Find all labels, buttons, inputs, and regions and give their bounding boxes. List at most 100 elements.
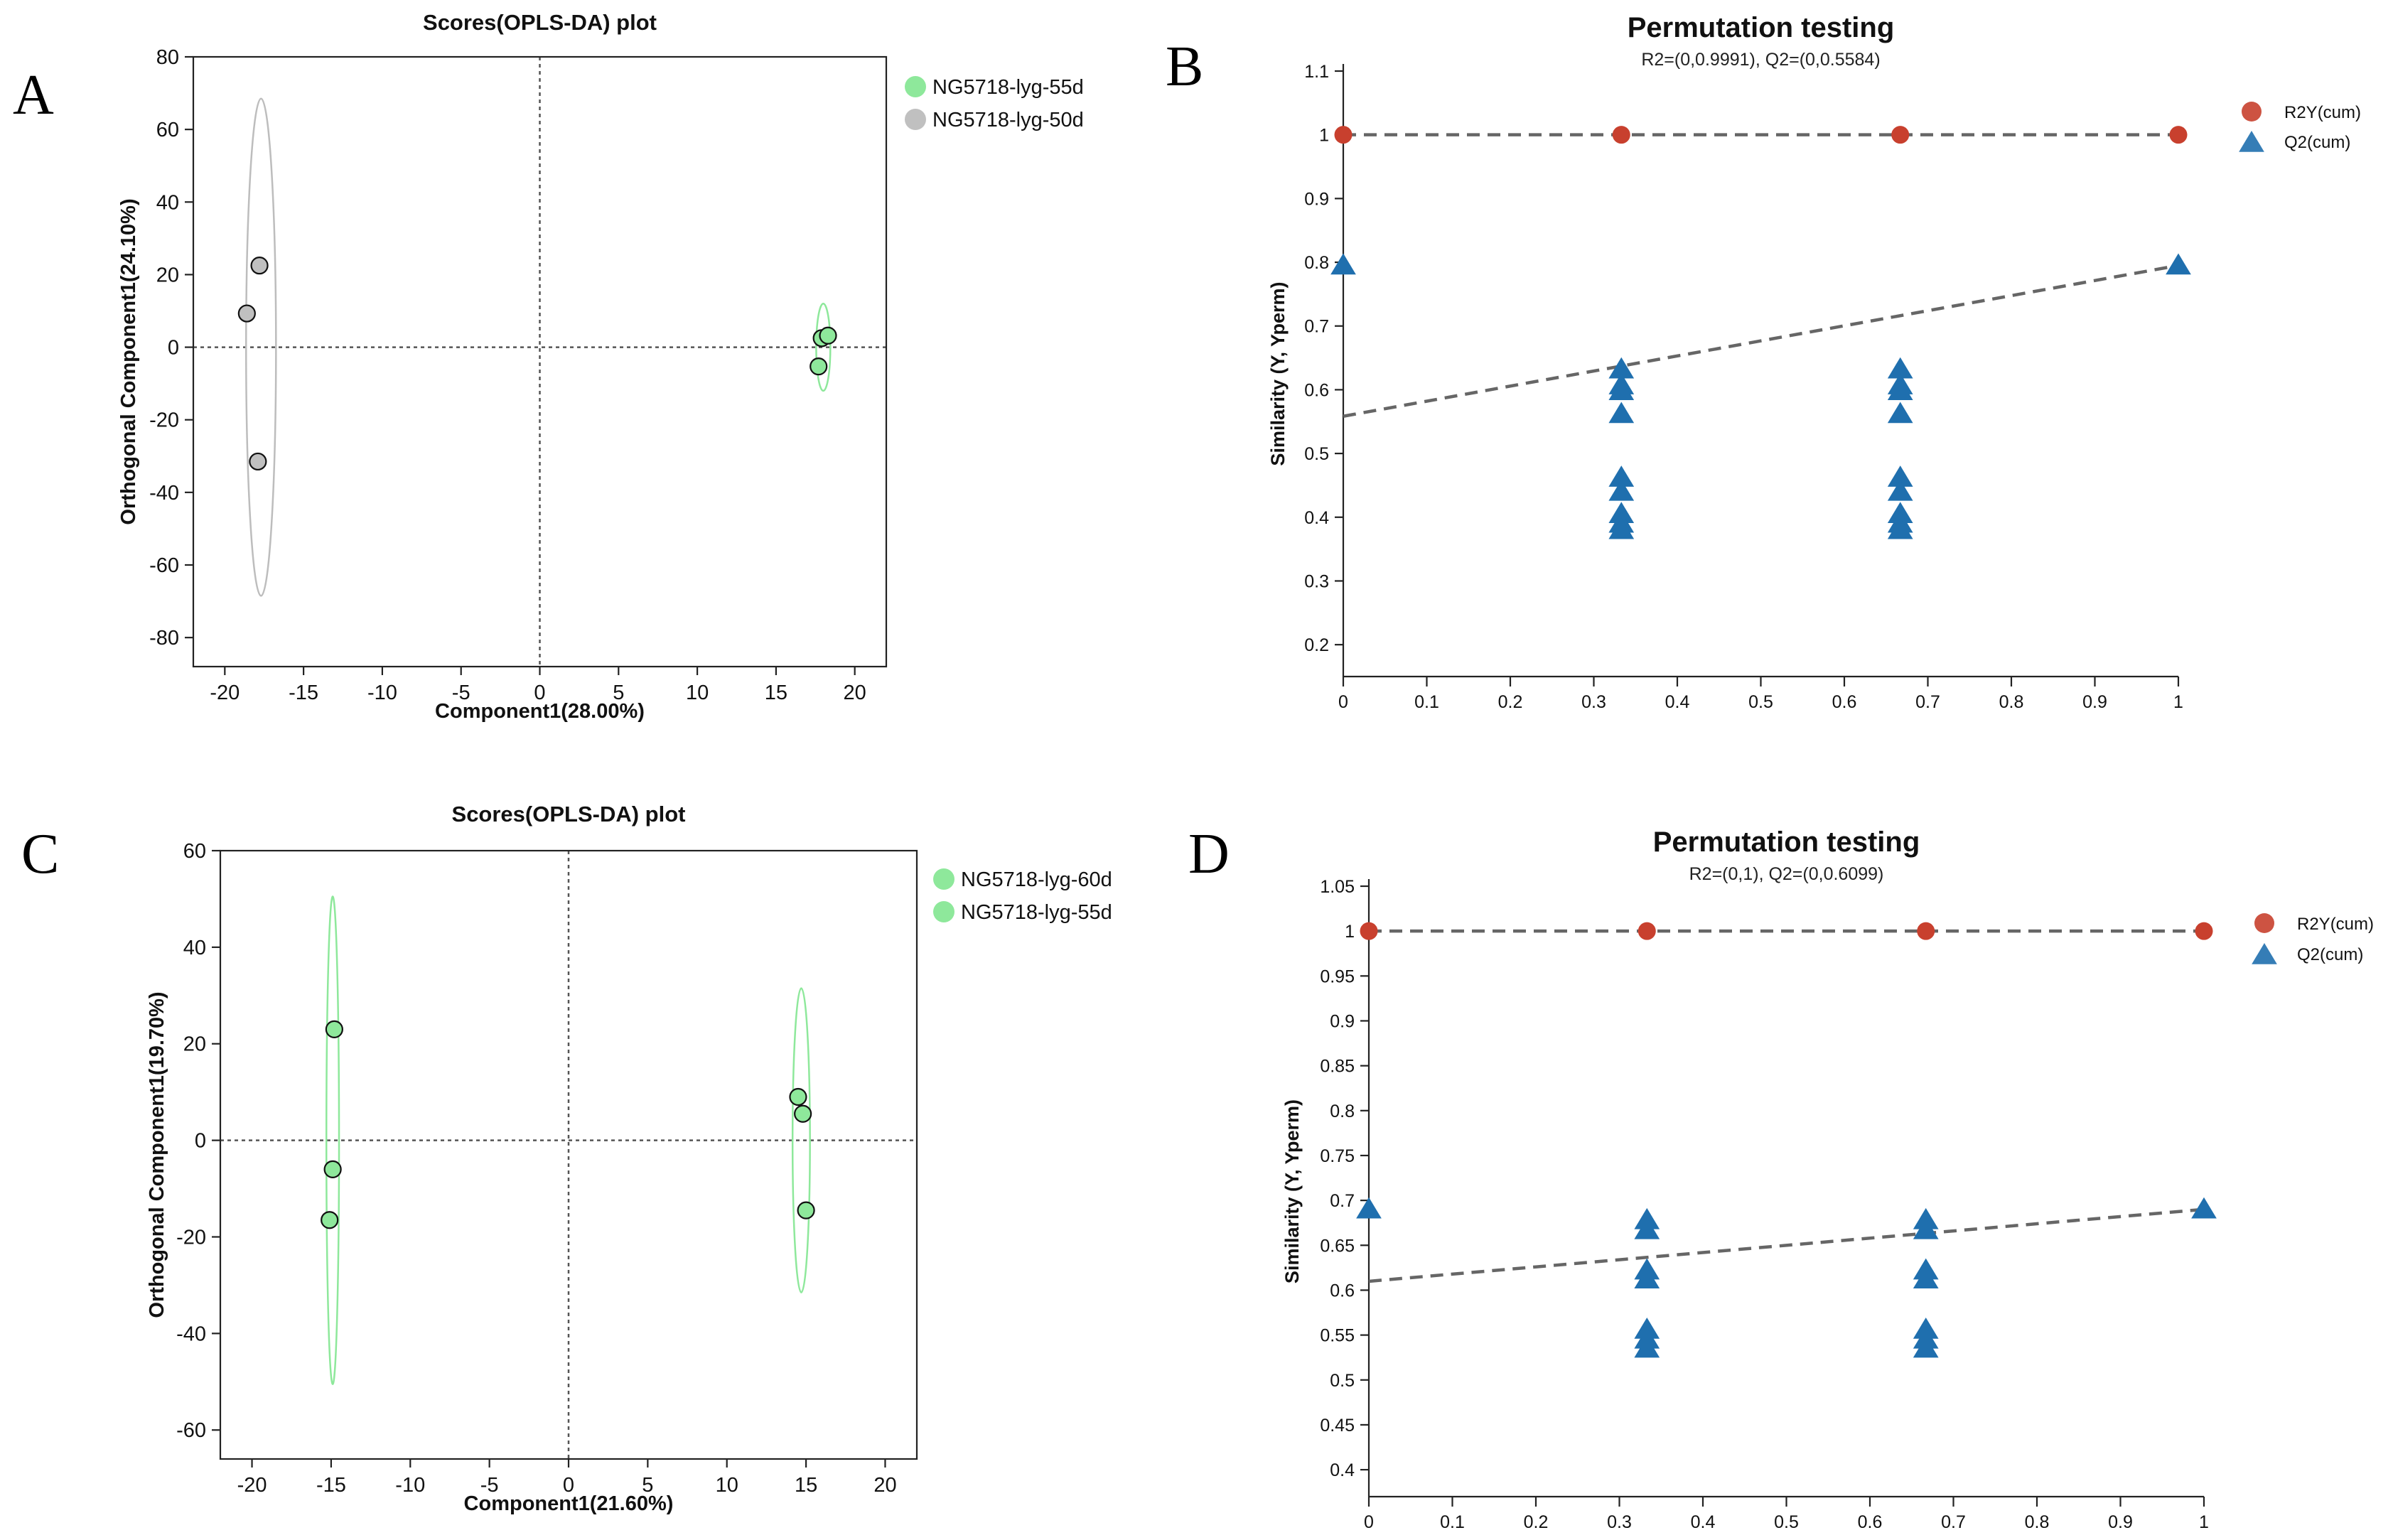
y-tick-label: 0.9 — [1304, 189, 1329, 209]
r2y-point — [1360, 922, 1378, 940]
y-tick-label: 0.2 — [1304, 635, 1329, 655]
legend-marker — [905, 76, 926, 97]
legend-marker — [933, 901, 954, 922]
data-point — [250, 257, 269, 275]
data-point — [323, 1160, 342, 1178]
y-tick-label: -20 — [149, 409, 179, 432]
x-tick-label: 0.9 — [2108, 1512, 2133, 1532]
y-tick-label: 20 — [183, 1033, 206, 1056]
q2-point — [1608, 402, 1635, 424]
y-tick-label: 0.9 — [1330, 1011, 1355, 1031]
x-tick-label: 10 — [686, 682, 709, 704]
x-tick-label: 5 — [642, 1474, 653, 1497]
chart-panel-c: Scores(OPLS-DA) plot -20 -15 -10 -5 0 5 10 15 20 -… — [146, 802, 1112, 1515]
x-tick-label: 15 — [765, 682, 787, 704]
x-tick-label: -20 — [237, 1474, 267, 1497]
q2-point — [1887, 357, 1913, 379]
chart-panel-b: Permutation testing R2=(0,0.9991), Q2=(0,… — [1267, 12, 2361, 712]
q2-point — [1608, 517, 1635, 539]
q2-point — [2191, 1197, 2217, 1219]
x-tick-label: 0 — [1364, 1512, 1374, 1532]
q2-point — [1634, 1336, 1660, 1358]
y-tick-label: 0.95 — [1320, 966, 1355, 986]
y-tick-label: 0.55 — [1320, 1326, 1355, 1346]
legend-label: NG5718-lyg-50d — [932, 109, 1084, 131]
y-tick-label: 0.45 — [1320, 1416, 1355, 1436]
data-point — [810, 357, 828, 376]
x-tick-label: -20 — [210, 682, 240, 704]
panel-letter-c: C — [21, 823, 59, 885]
q2-point — [1608, 479, 1635, 501]
y-tick-label: 1.05 — [1320, 877, 1355, 897]
y-tick-label: -40 — [176, 1323, 206, 1345]
data-point — [249, 452, 267, 471]
y-tick-label: -20 — [176, 1226, 206, 1249]
y-tick-label: 0 — [195, 1130, 206, 1153]
x-tick-label: -10 — [395, 1474, 425, 1497]
x-tick-label: 0.7 — [1941, 1512, 1966, 1532]
x-tick-label: 0.4 — [1665, 692, 1690, 712]
q2-point — [1634, 1217, 1660, 1239]
q2-point — [1330, 253, 1356, 275]
y-tick-label: 0.7 — [1330, 1191, 1355, 1211]
y-tick-label: 1 — [1345, 922, 1355, 942]
x-axis-label: Component1(28.00%) — [435, 700, 645, 723]
q2-point — [1887, 465, 1913, 487]
data-point — [789, 1087, 807, 1106]
chart-title: Permutation testing — [1628, 12, 1895, 43]
legend-label: R2Y(cum) — [2284, 103, 2361, 122]
y-tick-label: 0.6 — [1304, 380, 1329, 400]
y-tick-label: 0.65 — [1320, 1236, 1355, 1256]
data-point — [794, 1104, 812, 1123]
y-tick-label: 0 — [168, 337, 179, 360]
x-tick-label: 15 — [795, 1474, 817, 1497]
y-tick-label: 0.8 — [1304, 253, 1329, 273]
x-tick-label: 20 — [844, 682, 866, 704]
legend-marker — [933, 868, 954, 890]
y-tick-label: -60 — [176, 1419, 206, 1442]
chart-title: Permutation testing — [1653, 826, 1920, 858]
legend-label: NG5718-lyg-60d — [961, 868, 1112, 891]
data-point — [237, 304, 256, 323]
x-tick-label: 5 — [613, 682, 624, 704]
confidence-ellipse — [325, 895, 340, 1385]
plot-frame — [219, 849, 918, 1460]
q2-point — [1634, 1267, 1660, 1289]
x-tick-label: -10 — [367, 682, 397, 704]
x-tick-label: 0.1 — [1414, 692, 1439, 712]
y-axis-label: Similarity (Y, Yperm) — [1267, 281, 1289, 465]
q2-point — [1887, 479, 1913, 501]
y-tick-label: 0.8 — [1330, 1102, 1355, 1121]
y-tick-label: 0.5 — [1304, 444, 1329, 464]
data-point — [797, 1201, 815, 1219]
y-tick-label: 0.85 — [1320, 1057, 1355, 1077]
legend-label: NG5718-lyg-55d — [932, 76, 1084, 99]
x-tick-label: 0.3 — [1581, 692, 1606, 712]
q2-point — [1608, 465, 1635, 487]
y-tick-label: -40 — [149, 482, 179, 505]
legend-label: NG5718-lyg-55d — [961, 901, 1112, 924]
x-tick-label: 0.8 — [1999, 692, 2024, 712]
legend-marker — [905, 109, 926, 130]
y-tick-label: 0.3 — [1304, 571, 1329, 591]
confidence-ellipse — [815, 303, 832, 392]
panel-letter-d: D — [1188, 823, 1230, 885]
q2-point — [2166, 253, 2191, 275]
data-point — [325, 1020, 343, 1038]
legend-marker — [2252, 943, 2277, 964]
q2-regression-line — [1368, 1207, 2205, 1283]
legend-label: Q2(cum) — [2297, 945, 2363, 964]
chart-title: Scores(OPLS-DA) plot — [423, 10, 657, 35]
x-tick-label: 0 — [534, 682, 545, 704]
q2-point — [1887, 379, 1913, 400]
y-tick-label: 0.4 — [1304, 508, 1329, 528]
x-tick-label: 0 — [1338, 692, 1348, 712]
legend-marker — [2239, 131, 2264, 152]
x-tick-label: 0.9 — [2082, 692, 2107, 712]
q2-point — [1608, 357, 1635, 379]
legend-label: Q2(cum) — [2284, 133, 2350, 152]
y-tick-label: 0.6 — [1330, 1281, 1355, 1301]
data-point — [321, 1211, 339, 1229]
x-tick-label: 0.8 — [2025, 1512, 2050, 1532]
